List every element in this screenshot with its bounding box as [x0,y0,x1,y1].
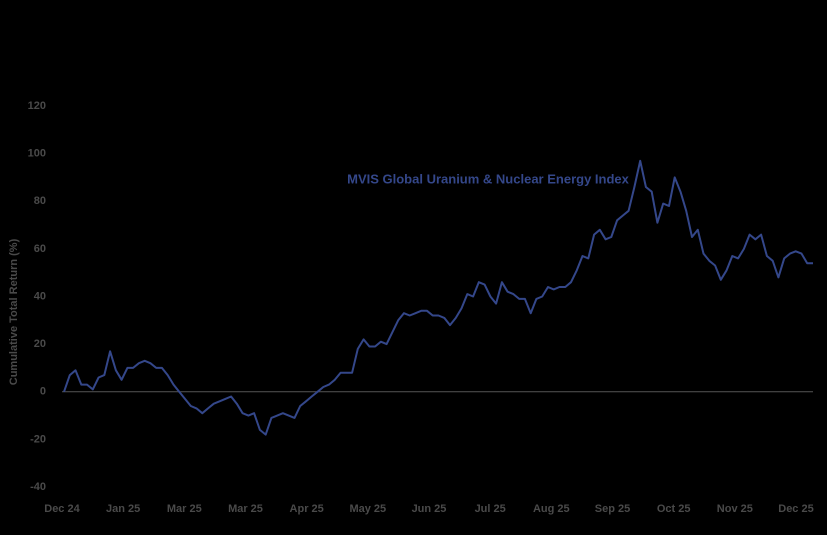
x-tick-label: Jan 25 [106,503,140,515]
x-tick-label: Mar 25 [167,503,202,515]
y-tick-label: 100 [28,148,46,160]
y-tick-label: 0 [40,386,46,398]
y-tick-label: 20 [34,338,46,350]
x-tick-label: Dec 25 [778,503,813,515]
x-tick-label: Jun 25 [412,503,447,515]
series-label: MVIS Global Uranium & Nuclear Energy Ind… [347,171,630,186]
y-tick-label: -20 [30,433,46,445]
x-tick-label: Oct 25 [657,503,691,515]
x-tick-label: Jul 25 [475,503,506,515]
y-tick-label: 120 [28,100,46,112]
x-tick-label: Apr 25 [290,503,324,515]
x-tick-label: Dec 24 [44,503,80,515]
x-tick-label: Mar 25 [228,503,263,515]
x-tick-label: Sep 25 [595,503,630,515]
y-tick-label: -40 [30,481,46,493]
line [63,159,813,436]
x-tick-label: May 25 [349,503,386,515]
y-tick-label: 40 [34,290,46,302]
y-tick-label: 60 [34,243,46,255]
x-tick-label: Aug 25 [533,503,570,515]
y-axis-label: Cumulative Total Return (%) [8,238,20,385]
y-tick-label: 80 [34,195,46,207]
x-tick-label: Nov 25 [717,503,753,515]
